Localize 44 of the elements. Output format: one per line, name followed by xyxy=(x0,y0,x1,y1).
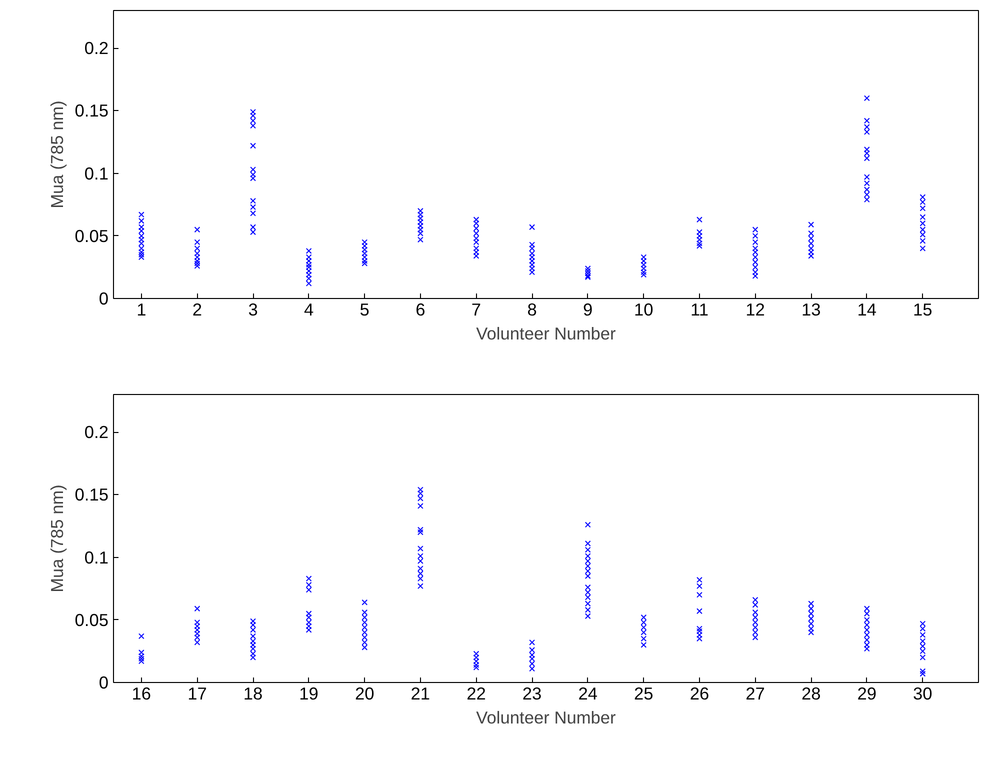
x-tick-label: 5 xyxy=(360,300,370,320)
x-tick-label: 24 xyxy=(578,684,598,704)
x-axis-title: Volunteer Number xyxy=(476,708,616,728)
y-tick-label: 0.2 xyxy=(84,38,109,58)
x-tick-label: 8 xyxy=(527,300,537,320)
x-tick-label: 26 xyxy=(690,684,710,704)
x-tick-label: 4 xyxy=(304,300,314,320)
y-tick-label: 0.05 xyxy=(74,226,109,246)
x-tick-label: 17 xyxy=(188,684,207,704)
x-tick-label: 9 xyxy=(583,300,593,320)
x-axis-title: Volunteer Number xyxy=(476,324,616,344)
x-tick-label: 12 xyxy=(746,300,765,320)
y-tick-label: 0.05 xyxy=(74,610,109,630)
x-tick-label: 22 xyxy=(466,684,486,704)
x-tick-label: 1 xyxy=(136,300,146,320)
x-tick-label: 16 xyxy=(132,684,152,704)
x-tick-label: 20 xyxy=(354,684,374,704)
y-tick-label: 0 xyxy=(98,288,109,308)
y-axis-title: Mua (785 nm) xyxy=(46,100,67,208)
x-tick-label: 27 xyxy=(746,684,765,704)
x-tick-label: 19 xyxy=(299,684,318,704)
x-tick-label: 28 xyxy=(801,684,821,704)
y-axis-title: Mua (785 nm) xyxy=(46,484,67,592)
y-tick-label: 0.15 xyxy=(74,484,109,505)
y-tick-label: 0.1 xyxy=(84,547,109,568)
x-tick-label: 25 xyxy=(634,684,654,704)
x-tick-label: 10 xyxy=(634,300,654,320)
x-tick-label: 11 xyxy=(690,300,708,320)
x-tick-label: 29 xyxy=(857,684,877,704)
x-tick-label: 14 xyxy=(857,300,877,320)
x-tick-label: 3 xyxy=(248,300,258,320)
x-tick-label: 15 xyxy=(913,300,932,320)
y-tick-label: 0.2 xyxy=(84,422,109,442)
x-tick-label: 2 xyxy=(192,300,202,320)
y-tick-label: 0.1 xyxy=(84,163,109,184)
y-tick-label: 0.15 xyxy=(74,100,109,121)
x-tick-label: 7 xyxy=(471,300,482,320)
x-tick-label: 6 xyxy=(416,300,426,320)
x-tick-label: 13 xyxy=(801,300,821,320)
x-tick-label: 18 xyxy=(243,684,263,704)
x-tick-label: 30 xyxy=(913,684,932,704)
y-tick-label: 0 xyxy=(98,672,109,692)
x-tick-label: 23 xyxy=(522,684,542,704)
x-tick-label: 21 xyxy=(410,684,430,704)
